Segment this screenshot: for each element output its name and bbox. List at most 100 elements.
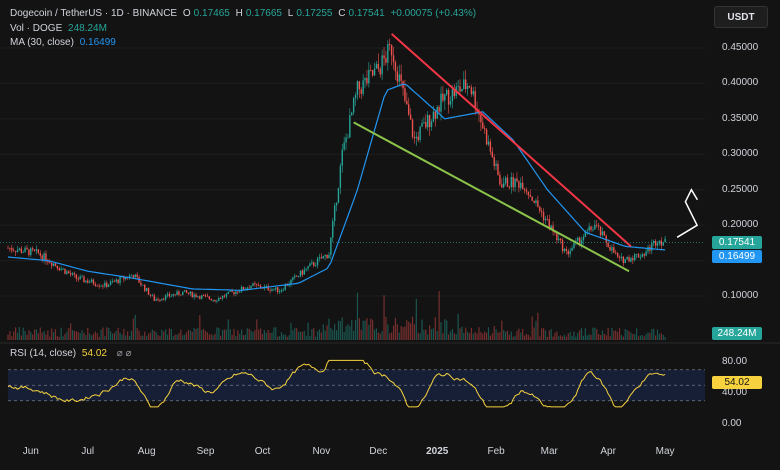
candle-body xyxy=(518,181,520,188)
candle-body xyxy=(170,295,173,297)
volume-bar xyxy=(271,332,273,340)
volume-bar xyxy=(523,335,526,340)
candle xyxy=(465,70,467,93)
volume-bar xyxy=(461,326,463,340)
candle-body xyxy=(56,265,59,269)
ma-legend[interactable]: MA (30, close) 0.16499 xyxy=(10,37,119,48)
candle xyxy=(518,180,520,193)
volume-bar xyxy=(417,332,419,340)
candle-body xyxy=(599,226,602,236)
candle-body xyxy=(151,295,154,297)
volume-bar xyxy=(546,336,548,340)
volume-bar xyxy=(535,320,537,340)
volume-bar xyxy=(98,336,100,340)
candle xyxy=(22,250,24,253)
candle-body xyxy=(35,249,38,251)
candle-body xyxy=(88,282,91,284)
candle-body xyxy=(73,273,76,275)
candle-body xyxy=(345,137,347,143)
candle xyxy=(275,287,277,292)
candle xyxy=(345,133,347,150)
candle xyxy=(254,281,256,287)
volume-bar xyxy=(649,333,651,340)
time-tick-label: Nov xyxy=(312,446,331,457)
volume-bar xyxy=(569,332,571,340)
candle-body xyxy=(428,115,431,128)
candle xyxy=(212,299,214,303)
volume-bar xyxy=(636,328,638,340)
candle xyxy=(225,292,228,299)
volume-bar xyxy=(345,326,347,340)
volume-bar xyxy=(261,334,264,340)
volume-bar xyxy=(250,330,252,340)
candle-body xyxy=(594,224,596,230)
candle xyxy=(634,252,636,262)
open-label: O xyxy=(182,8,191,19)
candle-body xyxy=(208,296,211,299)
volume-bar xyxy=(544,330,547,340)
candle xyxy=(620,253,623,261)
ma-label: MA (30, close) xyxy=(10,37,74,48)
candle xyxy=(56,265,59,271)
candle xyxy=(30,246,32,257)
volume-bar xyxy=(60,327,62,340)
volume-bar xyxy=(580,328,583,340)
currency-button[interactable]: USDT xyxy=(714,6,768,28)
candle-body xyxy=(408,104,410,115)
volume-bar xyxy=(14,327,17,340)
candle xyxy=(512,173,514,192)
volume-bar xyxy=(396,324,398,340)
rsi-legend[interactable]: RSI (14, close) 54.02 ⌀ ⌀ xyxy=(10,348,135,359)
symbol-title[interactable]: Dogecoin / TetherUS · 1D · BINANCE xyxy=(10,8,178,19)
volume-bar xyxy=(565,336,567,340)
candle-body xyxy=(75,274,78,279)
volume-bar xyxy=(358,318,360,340)
volume-bar xyxy=(35,329,38,340)
volume-legend[interactable]: Vol · DOGE 248.24M xyxy=(10,23,110,34)
candle xyxy=(320,253,323,259)
candle xyxy=(69,270,72,277)
volume-bar xyxy=(656,329,659,340)
candle-body xyxy=(501,184,503,188)
volume-bar xyxy=(239,333,241,340)
candle xyxy=(531,196,533,202)
volume-bar xyxy=(151,329,153,340)
candle-body xyxy=(480,114,482,123)
candle-body xyxy=(204,295,207,297)
volume-bar xyxy=(548,330,550,340)
candle-body xyxy=(624,259,626,264)
volume-bar xyxy=(641,335,643,340)
candle-body xyxy=(552,225,554,232)
candle-body xyxy=(66,271,68,274)
candle-body xyxy=(529,195,531,197)
candle-body xyxy=(632,258,634,261)
candle xyxy=(360,86,362,100)
volume-bar xyxy=(81,330,83,340)
candle-body xyxy=(502,183,505,188)
candle-body xyxy=(537,200,539,207)
candle-body xyxy=(354,95,357,99)
volume-bar xyxy=(290,322,292,340)
candle-body xyxy=(199,296,201,299)
time-tick-label: May xyxy=(655,446,675,457)
candle-body xyxy=(409,114,412,120)
volume-bar xyxy=(400,325,402,340)
candlestick-series xyxy=(7,38,666,304)
candle-body xyxy=(523,189,526,191)
volume-bar xyxy=(385,316,387,340)
candle-body xyxy=(525,190,528,192)
candle-body xyxy=(364,78,366,81)
volume-bar xyxy=(172,336,174,340)
candle-body xyxy=(641,254,644,258)
candle-body xyxy=(563,248,566,252)
candle-body xyxy=(246,287,248,289)
candle-body xyxy=(81,276,83,278)
volume-bar xyxy=(185,332,188,340)
candle-body xyxy=(508,186,511,188)
candle xyxy=(502,176,505,189)
candle-body xyxy=(50,262,53,266)
rsi-settings-icon[interactable]: ⌀ ⌀ xyxy=(116,348,132,359)
candle-body xyxy=(556,232,558,241)
volume-bar xyxy=(322,324,324,340)
